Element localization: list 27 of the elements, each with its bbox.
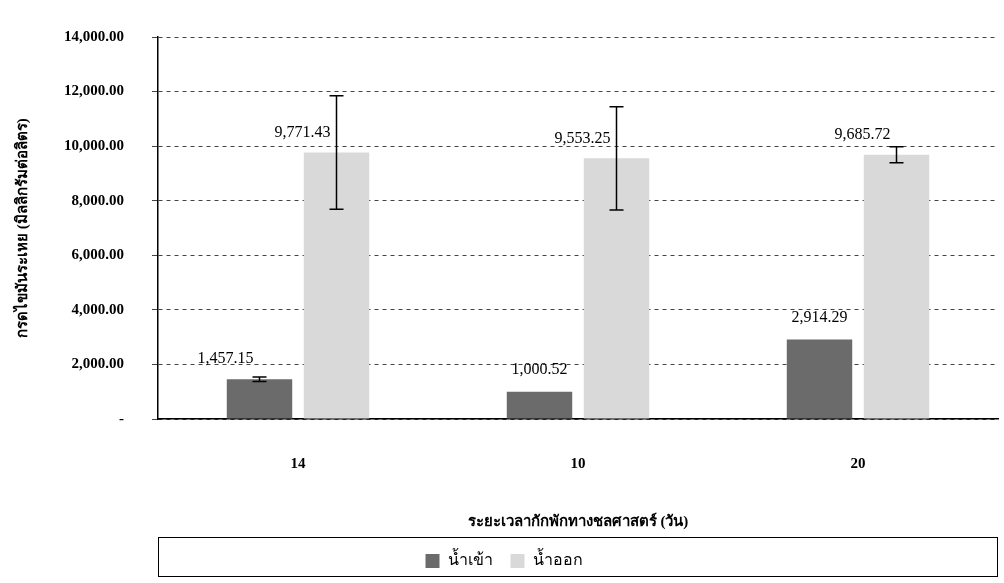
bar [226, 379, 293, 419]
x-tick-label: 10 [570, 454, 586, 471]
x-tick-label: 20 [850, 454, 866, 471]
data-label: 1,457.15 [197, 349, 254, 367]
y-tick-label: 4,000.00 [71, 300, 124, 317]
y-tick-label: 10,000.00 [64, 137, 124, 154]
legend-label: น้ำเข้า [447, 548, 493, 569]
y-tick-label: 8,000.00 [71, 191, 124, 208]
bar [506, 391, 573, 419]
data-label: 9,553.25 [554, 128, 611, 146]
y-axis-title: กรดไขมันระเหย (มิลลิกรัมต่อลิตร) [11, 118, 31, 338]
bar [303, 152, 370, 419]
x-tick-label: 14 [290, 454, 306, 471]
bar [583, 158, 650, 419]
data-label: 1,000.52 [511, 359, 568, 377]
y-tick-label: - [119, 409, 124, 426]
bar [786, 339, 853, 419]
x-axis-title: ระยะเวลากักพักทางชลศาสตร์ (วัน) [467, 511, 689, 530]
legend-label: น้ำออก [532, 548, 583, 569]
y-tick-label: 14,000.00 [64, 27, 124, 44]
y-tick-label: 2,000.00 [71, 355, 124, 372]
data-label: 9,771.43 [274, 122, 331, 140]
data-label: 9,685.72 [834, 124, 891, 142]
y-tick-label: 6,000.00 [71, 246, 124, 263]
bar [863, 154, 930, 419]
data-label: 2,914.29 [791, 307, 848, 325]
y-tick-label: 12,000.00 [64, 82, 124, 99]
